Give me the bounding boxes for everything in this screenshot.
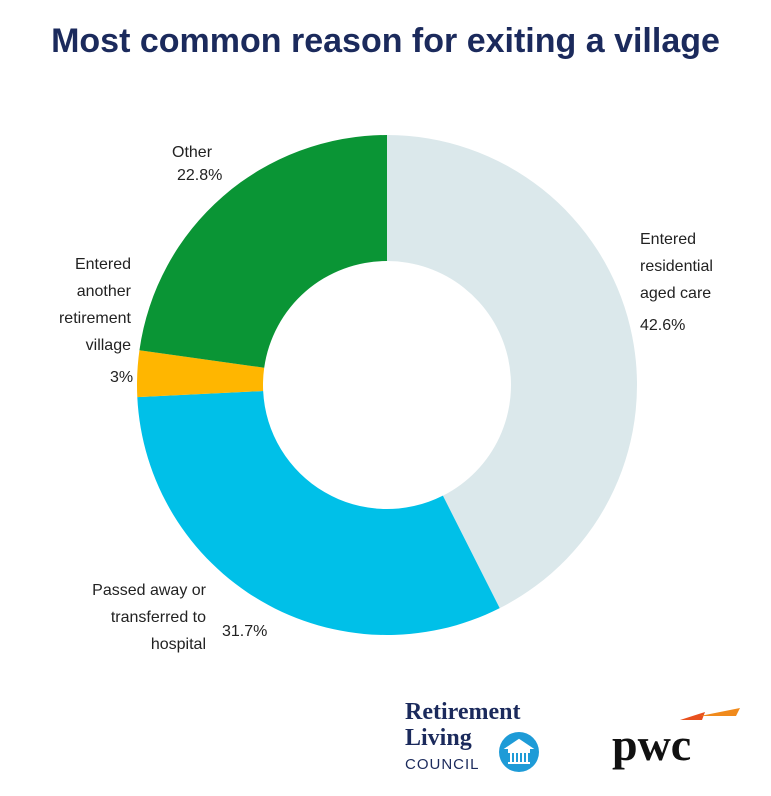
- slice-label: Entered residential aged care: [640, 231, 713, 302]
- brand-text: Retirement: [405, 699, 521, 725]
- value-label: 42.6%: [640, 317, 686, 334]
- pwc-logo: pwc: [612, 719, 692, 770]
- donut-slice: [137, 350, 265, 398]
- donut-slice: [137, 391, 500, 635]
- slice-label: Entered another retirement village: [58, 256, 131, 354]
- brand-text: Living: [405, 725, 472, 751]
- value-label: 22.8%: [177, 167, 223, 184]
- donut-slice: [387, 135, 638, 609]
- chart-title: Most common reason for exiting a village: [51, 22, 720, 60]
- slice-label: Passed away or transferred to hospital: [92, 582, 206, 653]
- slice-label: Other: [172, 144, 213, 161]
- value-label: 31.7%: [222, 623, 268, 640]
- donut-slice: [139, 134, 387, 368]
- value-label: 3%: [110, 369, 134, 386]
- brand-text: COUNCIL: [405, 756, 480, 773]
